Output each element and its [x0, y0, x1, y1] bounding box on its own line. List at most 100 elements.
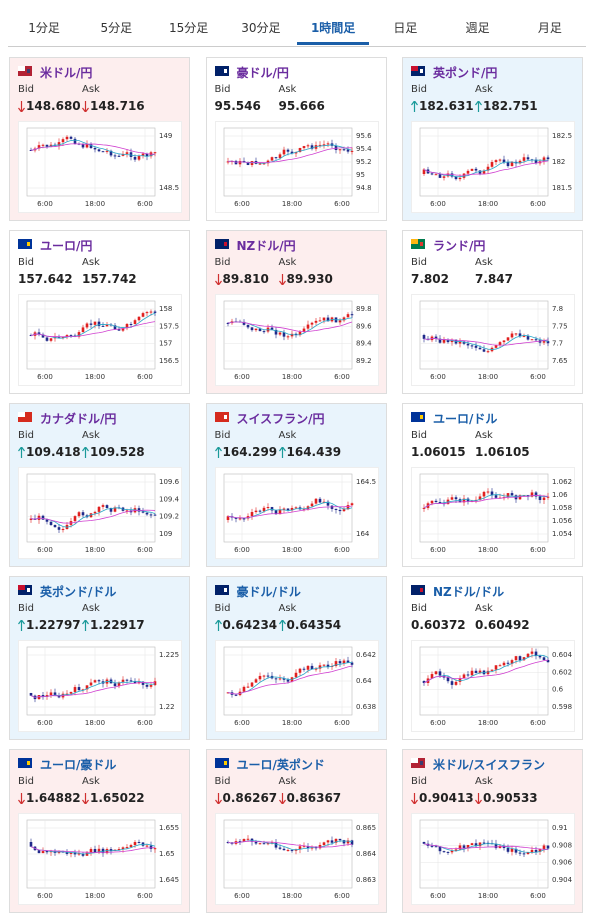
tab[interactable]: 5分足 [100, 21, 133, 35]
candle-body [89, 848, 93, 853]
candle-body [322, 842, 325, 846]
y-tick-label: 156.5 [159, 357, 179, 365]
rate-card[interactable]: 米ドル/スイスフラン Bid Ask 0.90413 0.90533 0.91 0.908 0… [402, 749, 583, 913]
candle-body [61, 337, 65, 339]
rate-card[interactable]: ユーロ/円 Bid Ask 157.642 157.742 158 157.5 157 156.… [9, 230, 190, 394]
candle-body [442, 176, 446, 178]
candle-body [117, 329, 121, 331]
candle-body [478, 670, 482, 673]
y-tick-label: 0.638 [356, 703, 376, 711]
candle-body [262, 507, 265, 512]
candle-body [434, 500, 438, 503]
candle-body [494, 843, 498, 849]
rate-card[interactable]: ランド/円 Bid Ask 7.802 7.847 7.8 7.75 7.7 7.65 6:00 1… [402, 230, 583, 394]
rate-card[interactable]: ユーロ/豪ドル Bid Ask 1.64882 1.65022 1.655 1.65 1.64… [9, 749, 190, 913]
candle-body [498, 342, 502, 346]
candle-body [522, 157, 526, 161]
bid-label: Bid [18, 84, 34, 95]
y-tick-label: 0.865 [356, 824, 376, 832]
flag-part [18, 66, 25, 71]
bid-label: Bid [18, 430, 34, 441]
rate-card[interactable]: 豪ドル/円 Bid Ask 95.546 95.666 95.6 95.4 95.2 95 94.… [205, 57, 387, 221]
candle-body [494, 495, 498, 498]
candle-body [290, 151, 293, 154]
chart-svg: 0.865 0.864 0.863 6:00 18:00 6:00 [223, 819, 376, 900]
candle-body [430, 674, 434, 679]
y-tick-label: 1.06 [552, 491, 568, 499]
x-tick-label: 6:00 [530, 200, 546, 208]
candle-body [306, 145, 309, 147]
candle-body [65, 851, 69, 854]
flag-icon [214, 412, 229, 422]
x-tick-label: 6:00 [430, 719, 446, 727]
candle-body [518, 333, 522, 337]
tab[interactable]: 15分足 [168, 21, 209, 35]
candle-body [322, 144, 325, 146]
flag-part [420, 69, 423, 73]
y-tick-label: 0.602 [552, 668, 572, 676]
arrow-shape [214, 274, 222, 285]
tab[interactable]: 30分足 [241, 21, 281, 35]
rate-card[interactable]: NZドル/ドル Bid Ask 0.60372 0.60492 0.604 0.602 0.6… [402, 576, 583, 740]
ask-value: 0.64354 [286, 618, 342, 632]
rate-card[interactable]: スイスフラン/円 Bid Ask 164.299 164.439 164.5 164 6:00… [205, 403, 387, 567]
rate-card[interactable]: 米ドル/円 Bid Ask 148.680 148.716 149 148.5 6:00 18:… [9, 57, 190, 221]
x-tick-label: 18:00 [281, 892, 301, 900]
candle-body [510, 333, 514, 338]
candle-body [530, 492, 534, 497]
rate-card[interactable]: カナダドル/円 Bid Ask 109.418 109.528 109.6 109.4 109… [9, 403, 190, 567]
tab[interactable]: 週足 [465, 21, 490, 35]
bid-label: Bid [214, 257, 231, 268]
candle-body [282, 332, 285, 337]
x-tick-label: 6:00 [37, 719, 53, 727]
candle-body [446, 851, 450, 853]
candle-body [506, 337, 510, 341]
tab[interactable]: 1時間足 [297, 0, 370, 45]
candle-body [346, 149, 349, 152]
candle-body [506, 662, 510, 664]
rate-card[interactable]: 英ポンド/円 Bid Ask 182.631 182.751 182.5 182 181.5 6… [402, 57, 583, 221]
flag-part [223, 242, 227, 246]
rate-card[interactable]: NZドル/円 Bid Ask 89.810 89.930 89.8 89.6 89.4 89.2… [205, 230, 387, 394]
rate-card[interactable]: ユーロ/ドル Bid Ask 1.06015 1.06105 1.062 1.06 1.058… [402, 403, 583, 567]
candle-body [41, 515, 45, 520]
pair-name: ユーロ/円 [40, 239, 93, 253]
candle-body [478, 496, 482, 500]
bid-label: Bid [214, 776, 231, 787]
pair-name: NZドル/ドル [433, 585, 505, 599]
candle-body [474, 168, 478, 171]
bid-label: Bid [214, 603, 231, 614]
arrow-shape [411, 101, 418, 112]
flag-icon [411, 239, 425, 249]
x-tick-label: 6:00 [430, 892, 446, 900]
rate-card[interactable]: 豪ドル/ドル Bid Ask 0.64234 0.64354 0.642 0.64 0.638… [205, 576, 387, 740]
candle-body [310, 322, 313, 325]
ma-line [30, 846, 156, 853]
candle-body [105, 849, 109, 854]
tab[interactable]: 1分足 [28, 21, 60, 35]
ask-value: 157.742 [82, 272, 137, 286]
candle-body [346, 660, 349, 663]
rate-card[interactable]: 英ポンド/ドル Bid Ask 1.22797 1.22917 1.225 1.22 6:00… [9, 576, 190, 740]
candle-body [466, 674, 470, 676]
tab[interactable]: 月足 [537, 21, 562, 35]
candle-body [238, 841, 241, 843]
x-tick-label: 6:00 [334, 719, 350, 727]
bid-label: Bid [18, 603, 34, 614]
bid-value: 89.810 [222, 272, 269, 286]
candle-body [93, 511, 97, 514]
candle-body [326, 143, 329, 145]
candle-body [306, 324, 309, 329]
rate-card[interactable]: ユーロ/英ポンド Bid Ask 0.86267 0.86367 0.865 0.864 0.… [205, 749, 387, 913]
candle-body [97, 506, 101, 512]
candle-body [85, 323, 89, 328]
tab[interactable]: 日足 [393, 21, 418, 35]
candle-body [45, 337, 49, 341]
candle-body [133, 681, 137, 684]
arrow-shape [82, 447, 89, 458]
candle-body [530, 339, 534, 341]
candle-body [246, 838, 249, 840]
bid-value: 1.64882 [26, 791, 81, 805]
ask-label: Ask [475, 776, 493, 787]
